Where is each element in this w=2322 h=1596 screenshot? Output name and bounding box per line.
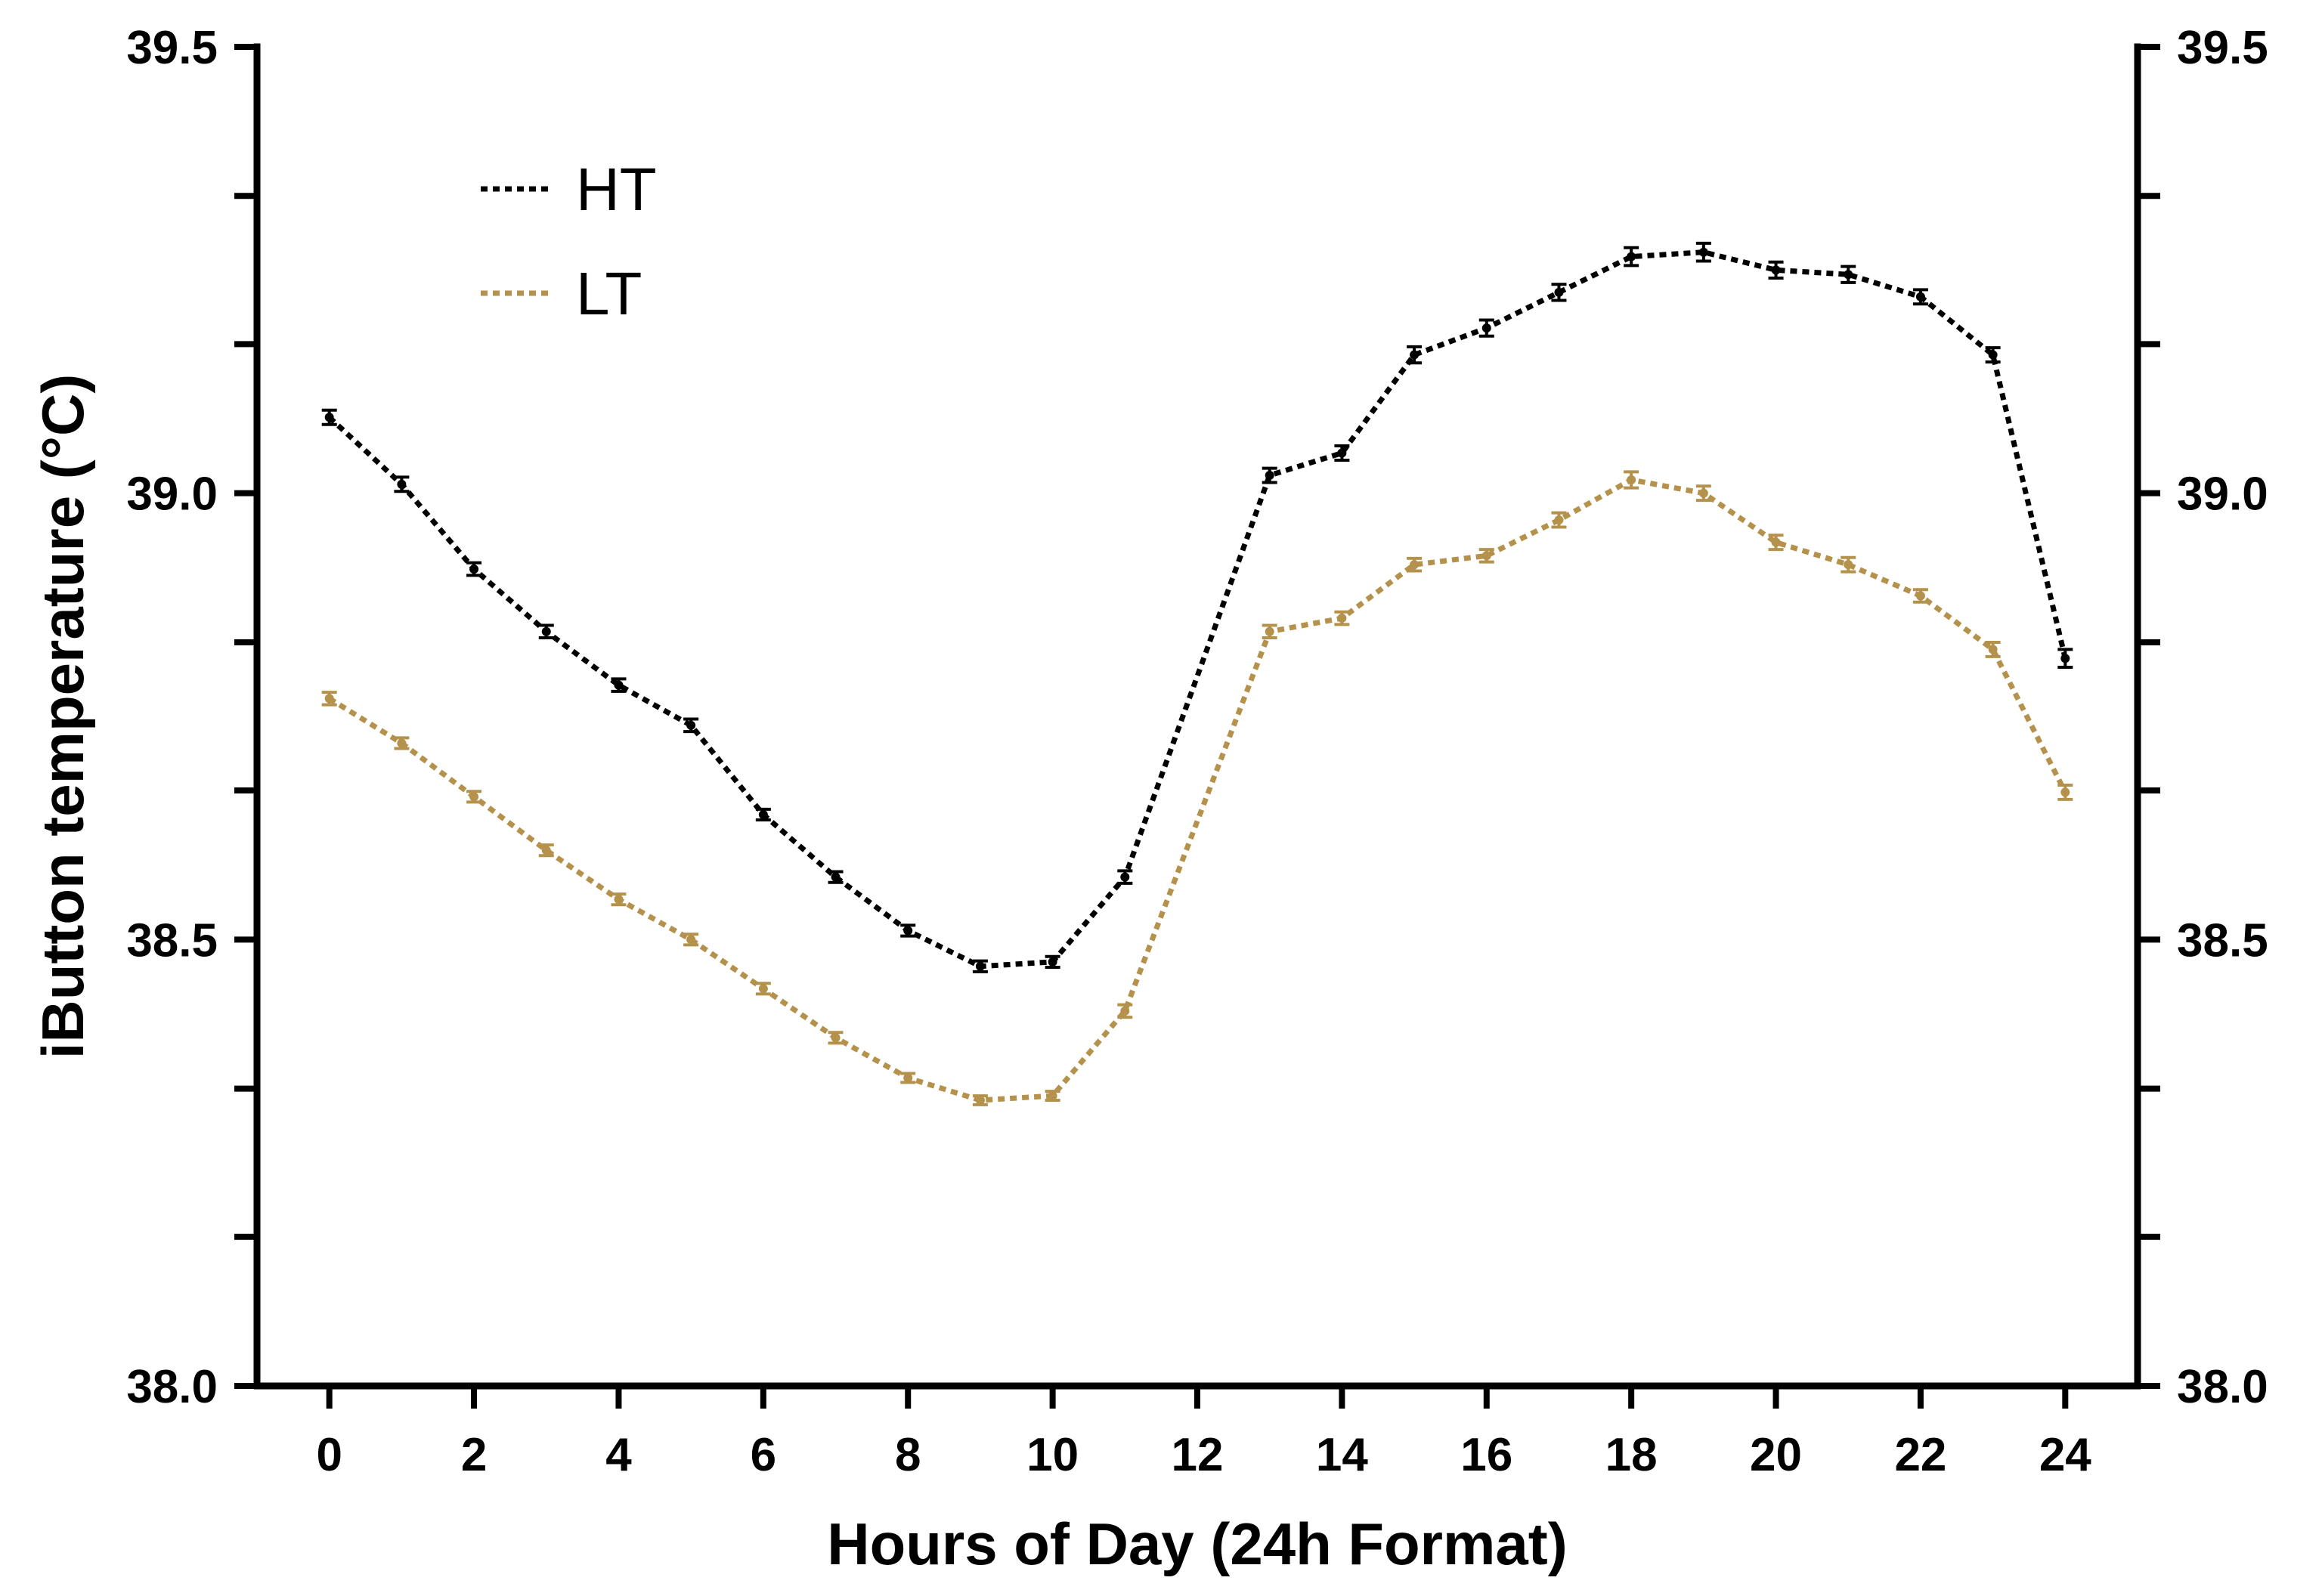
x-tick-label: 14	[1316, 1429, 1368, 1481]
x-axis-title: Hours of Day (24h Format)	[827, 1511, 1567, 1577]
data-point	[324, 413, 334, 422]
data-point	[1915, 292, 1925, 302]
axes: 38.0 38.038.5 38.539.0 39.039.5 39.50 2 4 6 8 10 1…	[126, 22, 2268, 1481]
series-ht	[321, 241, 2073, 973]
data-point	[1844, 560, 1853, 570]
x-tick-label: 2	[461, 1429, 487, 1481]
data-point	[1337, 614, 1347, 623]
data-point	[397, 738, 407, 748]
data-point	[1627, 475, 1636, 484]
data-point	[614, 895, 624, 905]
data-point	[1771, 265, 1781, 275]
x-tick-label: 6	[751, 1429, 776, 1481]
data-point	[1410, 350, 1420, 360]
data-point	[1337, 448, 1347, 458]
data-point	[1481, 551, 1491, 561]
data-point	[541, 626, 551, 636]
data-point	[2060, 787, 2070, 797]
legend-label-ht: HT	[576, 156, 657, 223]
legend: HT LT	[481, 156, 657, 327]
data-point	[903, 1073, 913, 1083]
data-point	[469, 792, 479, 802]
data-point	[686, 720, 696, 730]
data-point	[1120, 1006, 1130, 1016]
data-point	[1844, 270, 1853, 280]
right-y-tick-label: 38.5	[2177, 914, 2268, 967]
data-point	[1627, 252, 1636, 261]
data-point	[975, 1095, 985, 1105]
x-tick-label: 0	[316, 1429, 342, 1481]
legend-label-lt: LT	[576, 260, 642, 327]
x-tick-label: 10	[1026, 1429, 1079, 1481]
data-point	[1120, 872, 1130, 882]
data-point	[1265, 626, 1274, 636]
data-point	[1771, 537, 1781, 547]
series-line-ht	[327, 249, 2068, 970]
right-y-tick-label: 38.0	[2177, 1361, 2268, 1413]
left-y-tick-label: 39.5	[126, 22, 218, 74]
series-line-lt	[327, 477, 2068, 1103]
x-tick-label: 8	[895, 1429, 921, 1481]
data-point	[2060, 654, 2070, 663]
data-point	[1698, 247, 1708, 257]
plot-series	[321, 241, 2073, 1106]
series-lt	[321, 470, 2073, 1106]
data-point	[758, 984, 768, 994]
data-point	[975, 961, 985, 971]
y-axis-title: iButton temperature (°C)	[29, 374, 96, 1059]
x-tick-label: 12	[1172, 1429, 1224, 1481]
left-y-tick-label: 38.5	[126, 914, 218, 967]
data-point	[831, 872, 841, 882]
x-tick-label: 24	[2039, 1429, 2091, 1481]
x-tick-label: 4	[605, 1429, 632, 1481]
data-point	[1554, 287, 1564, 297]
x-tick-label: 20	[1750, 1429, 1802, 1481]
data-point	[324, 694, 334, 704]
data-point	[831, 1033, 841, 1043]
data-point	[1554, 515, 1564, 525]
data-point	[1698, 488, 1708, 498]
data-point	[397, 479, 407, 489]
data-point	[1481, 323, 1491, 333]
data-point	[1915, 591, 1925, 601]
data-point	[1410, 560, 1420, 570]
data-point	[614, 680, 624, 690]
x-tick-label: 16	[1460, 1429, 1512, 1481]
data-point	[1988, 645, 1998, 654]
data-point	[1265, 471, 1274, 481]
data-point	[541, 846, 551, 855]
data-point	[1048, 1091, 1057, 1101]
x-tick-label: 22	[1894, 1429, 1946, 1481]
data-point	[469, 564, 479, 574]
x-tick-label: 18	[1605, 1429, 1658, 1481]
data-point	[1988, 350, 1998, 360]
data-point	[758, 809, 768, 819]
left-y-tick-label: 38.0	[126, 1361, 218, 1413]
right-y-tick-label: 39.0	[2177, 469, 2268, 521]
data-point	[903, 926, 913, 936]
right-y-tick-label: 39.5	[2177, 22, 2268, 74]
data-point	[1048, 957, 1057, 967]
left-y-tick-label: 39.0	[126, 469, 218, 521]
data-point	[686, 935, 696, 945]
